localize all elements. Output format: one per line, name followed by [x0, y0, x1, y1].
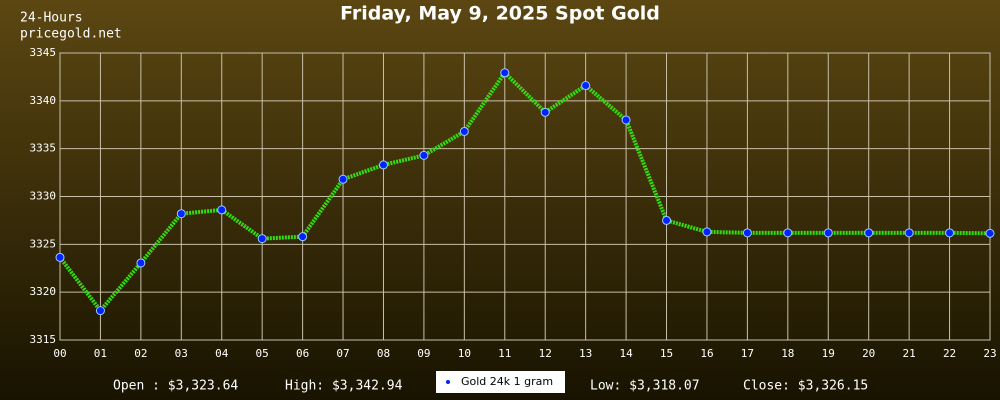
stat-high: High: $3,342.94 — [285, 379, 403, 394]
marker — [581, 81, 591, 91]
marker — [338, 174, 348, 184]
x-tick-label: 02 — [134, 347, 147, 360]
x-tick-label: 03 — [175, 347, 188, 360]
x-tick-label: 17 — [741, 347, 754, 360]
x-tick-label: 16 — [700, 347, 713, 360]
x-tick-label: 20 — [862, 347, 875, 360]
marker — [621, 115, 631, 125]
marker — [500, 68, 510, 78]
chart-title: Friday, May 9, 2025 Spot Gold — [340, 3, 660, 25]
x-tick-label: 08 — [377, 347, 390, 360]
marker — [176, 209, 186, 219]
marker — [904, 228, 914, 238]
legend-marker — [446, 380, 450, 384]
x-tick-label: 12 — [539, 347, 552, 360]
x-tick-label: 21 — [903, 347, 916, 360]
marker — [662, 215, 672, 225]
marker — [136, 258, 146, 268]
marker — [823, 228, 833, 238]
x-tick-label: 09 — [417, 347, 430, 360]
y-tick-label: 3325 — [30, 237, 57, 250]
stat-low: Low: $3,318.07 — [590, 379, 700, 394]
x-tick-label: 07 — [336, 347, 349, 360]
marker — [217, 205, 227, 215]
marker — [298, 232, 308, 242]
x-tick-label: 05 — [256, 347, 269, 360]
x-tick-label: 23 — [983, 347, 996, 360]
x-tick-label: 19 — [822, 347, 835, 360]
marker — [540, 107, 550, 117]
y-tick-label: 3330 — [30, 190, 57, 203]
x-tick-label: 01 — [94, 347, 107, 360]
marker — [419, 150, 429, 160]
marker — [257, 234, 267, 244]
marker — [378, 160, 388, 170]
y-tick-label: 3340 — [30, 94, 57, 107]
marker — [945, 228, 955, 238]
stat-open: Open : $3,323.64 — [113, 379, 238, 394]
x-tick-label: 15 — [660, 347, 673, 360]
subtitle: pricegold.net — [20, 27, 122, 42]
x-tick-label: 06 — [296, 347, 309, 360]
x-tick-label: 04 — [215, 347, 229, 360]
x-tick-label: 11 — [498, 347, 511, 360]
marker — [985, 228, 995, 238]
x-tick-label: 18 — [781, 347, 794, 360]
x-tick-label: 10 — [458, 347, 471, 360]
line — [58, 69, 991, 314]
y-tick-label: 3335 — [30, 142, 57, 155]
y-tick-label: 3320 — [30, 285, 57, 298]
subtitle: 24-Hours — [20, 11, 83, 26]
y-tick-label: 3315 — [30, 333, 57, 346]
stat-close: Close: $3,326.15 — [743, 379, 868, 394]
x-tick-label: 00 — [53, 347, 66, 360]
x-tick-label: 22 — [943, 347, 956, 360]
x-tick-label: 13 — [579, 347, 592, 360]
x-tick-label: 14 — [619, 347, 633, 360]
marker — [702, 227, 712, 237]
marker — [55, 252, 65, 262]
y-tick-label: 3345 — [30, 46, 57, 59]
marker — [783, 228, 793, 238]
marker — [95, 306, 105, 316]
marker — [864, 228, 874, 238]
legend-label: Gold 24k 1 gram — [461, 375, 553, 388]
marker — [459, 126, 469, 136]
marker — [742, 228, 752, 238]
legend-box — [436, 371, 565, 393]
